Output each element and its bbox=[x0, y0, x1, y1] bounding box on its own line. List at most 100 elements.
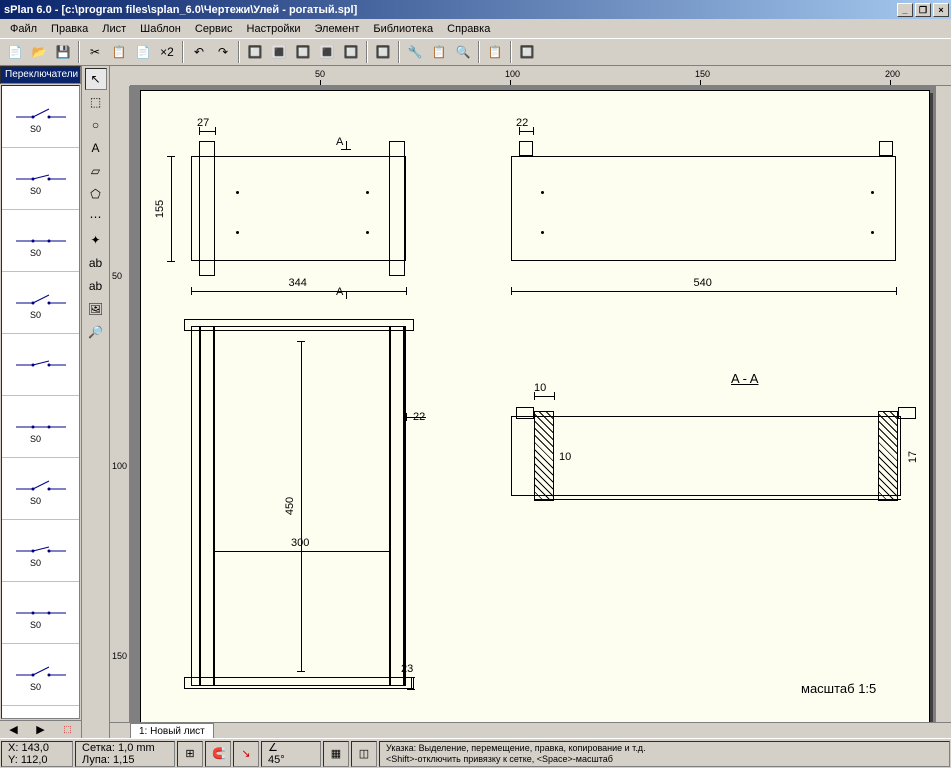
toolbar-btn-2[interactable]: 💾 bbox=[52, 41, 74, 63]
drawing-toolbox: ↖⬚○A▱⬠⋯✦abab🖼🔎 bbox=[82, 66, 110, 738]
toolbar-btn-0[interactable]: 📄 bbox=[4, 41, 26, 63]
menu-Сервис[interactable]: Сервис bbox=[189, 21, 239, 37]
horizontal-scrollbar[interactable] bbox=[214, 723, 951, 738]
toolbar-btn-5[interactable]: 📋 bbox=[108, 41, 130, 63]
tool-5[interactable]: ⬠ bbox=[85, 183, 107, 205]
tool-1[interactable]: ⬚ bbox=[85, 91, 107, 113]
symbol-5[interactable]: S0 bbox=[2, 396, 79, 458]
status-grid-zoom: Сетка: 1,0 mm Лупа: 1,15 bbox=[75, 741, 175, 767]
symbol-6[interactable]: S0 bbox=[2, 458, 79, 520]
menu-Справка[interactable]: Справка bbox=[441, 21, 496, 37]
toolbar-btn-15[interactable]: 🔳 bbox=[316, 41, 338, 63]
category-dropdown[interactable]: Переключатели bbox=[0, 66, 81, 84]
drawing-canvas[interactable]: 27344155AA225404502230023A - A101017масш… bbox=[130, 86, 935, 722]
main-toolbar: 📄📂💾✂📋📄×2↶↷🔲🔳🔲🔳🔲🔲🔧📋🔍📋🔲 bbox=[0, 38, 951, 66]
close-button[interactable]: × bbox=[933, 3, 949, 17]
dim-10b: 10 bbox=[559, 451, 571, 463]
symbol-7[interactable]: S0 bbox=[2, 520, 79, 582]
coord-x: X: 143,0 bbox=[8, 742, 66, 754]
rubber-icon[interactable]: ↘ bbox=[233, 741, 259, 767]
lib-next-icon[interactable]: ▶ bbox=[36, 723, 44, 736]
tool-4[interactable]: ▱ bbox=[85, 160, 107, 182]
misc-icon-2[interactable]: ◫ bbox=[351, 741, 377, 767]
toolbar-btn-4[interactable]: ✂ bbox=[84, 41, 106, 63]
menu-Лист[interactable]: Лист bbox=[96, 21, 132, 37]
horizontal-ruler: 50100150200 bbox=[130, 66, 951, 86]
lib-prev-icon[interactable]: ◀ bbox=[9, 723, 17, 736]
tool-0[interactable]: ↖ bbox=[85, 68, 107, 90]
dim-label: 540 bbox=[694, 277, 712, 289]
menu-Правка[interactable]: Правка bbox=[45, 21, 94, 37]
toolbar-btn-12[interactable]: 🔲 bbox=[244, 41, 266, 63]
tool-2[interactable]: ○ bbox=[85, 114, 107, 136]
tool-10[interactable]: 🖼 bbox=[85, 298, 107, 320]
window-title: sPlan 6.0 - [c:\program files\splan_6.0\… bbox=[2, 4, 895, 16]
minimize-button[interactable]: _ bbox=[897, 3, 913, 17]
dim-23: 23 bbox=[401, 663, 413, 675]
menu-Настройки[interactable]: Настройки bbox=[241, 21, 307, 37]
symbol-list[interactable]: S0S0S0S0S0S0S0S0S0 bbox=[1, 85, 80, 719]
symbol-2[interactable]: S0 bbox=[2, 210, 79, 272]
symbol-4[interactable] bbox=[2, 334, 79, 396]
tool-6[interactable]: ⋯ bbox=[85, 206, 107, 228]
dim-label: 22 bbox=[516, 117, 528, 129]
section-label: A - A bbox=[731, 371, 758, 386]
toolbar-btn-24[interactable]: 📋 bbox=[484, 41, 506, 63]
grid-toggle-icon[interactable]: ⊞ bbox=[177, 741, 203, 767]
status-bar: X: 143,0 Y: 112,0 Сетка: 1,0 mm Лупа: 1,… bbox=[0, 738, 951, 768]
zoom-value: Лупа: 1,15 bbox=[82, 754, 168, 766]
symbol-1[interactable]: S0 bbox=[2, 148, 79, 210]
toolbar-btn-22[interactable]: 🔍 bbox=[452, 41, 474, 63]
toolbar-btn-1[interactable]: 📂 bbox=[28, 41, 50, 63]
menu-Шаблон[interactable]: Шаблон bbox=[134, 21, 187, 37]
toolbar-btn-20[interactable]: 🔧 bbox=[404, 41, 426, 63]
toolbar-btn-14[interactable]: 🔲 bbox=[292, 41, 314, 63]
dim-label: 10 bbox=[534, 382, 546, 394]
grid-value: Сетка: 1,0 mm bbox=[82, 742, 168, 754]
symbol-0[interactable]: S0 bbox=[2, 86, 79, 148]
sheet-tab[interactable]: 1: Новый лист bbox=[130, 723, 214, 739]
dim-label: 155 bbox=[154, 199, 166, 217]
symbol-3[interactable]: S0 bbox=[2, 272, 79, 334]
library-panel: Переключатели S0S0S0S0S0S0S0S0S0 ◀ ▶ ⬚ bbox=[0, 66, 82, 738]
angle-cell[interactable]: ∠ 45° bbox=[261, 741, 321, 767]
menu-Файл[interactable]: Файл bbox=[4, 21, 43, 37]
toolbar-btn-16[interactable]: 🔲 bbox=[340, 41, 362, 63]
coord-y: Y: 112,0 bbox=[8, 754, 66, 766]
dim-label: 300 bbox=[291, 537, 309, 549]
tool-11[interactable]: 🔎 bbox=[85, 321, 107, 343]
toolbar-btn-21[interactable]: 📋 bbox=[428, 41, 450, 63]
lib-settings-icon[interactable]: ⬚ bbox=[63, 724, 72, 735]
scale-label: масштаб 1:5 bbox=[801, 681, 876, 696]
section-arrow-a1: A bbox=[336, 136, 343, 148]
snap-icon[interactable]: 🧲 bbox=[205, 741, 231, 767]
tool-9[interactable]: ab bbox=[85, 275, 107, 297]
tool-8[interactable]: ab bbox=[85, 252, 107, 274]
toolbar-btn-13[interactable]: 🔳 bbox=[268, 41, 290, 63]
restore-button[interactable]: ❐ bbox=[915, 3, 931, 17]
canvas-area: 50100150200 50100150 27344155AA225404502… bbox=[110, 66, 951, 738]
dim-label: 27 bbox=[197, 117, 209, 129]
menu-Библиотека[interactable]: Библиотека bbox=[367, 21, 439, 37]
menu-bar: ФайлПравкаЛистШаблонСервисНастройкиЭлеме… bbox=[0, 19, 951, 38]
vertical-scrollbar[interactable] bbox=[935, 86, 951, 722]
dim-label: 344 bbox=[289, 277, 307, 289]
tool-7[interactable]: ✦ bbox=[85, 229, 107, 251]
toolbar-btn-26[interactable]: 🔲 bbox=[516, 41, 538, 63]
symbol-9[interactable]: S0 bbox=[2, 644, 79, 706]
toolbar-btn-6[interactable]: 📄 bbox=[132, 41, 154, 63]
toolbar-btn-10[interactable]: ↷ bbox=[212, 41, 234, 63]
status-coords: X: 143,0 Y: 112,0 bbox=[1, 741, 73, 767]
toolbar-btn-7[interactable]: ×2 bbox=[156, 41, 178, 63]
symbol-8[interactable]: S0 bbox=[2, 582, 79, 644]
toolbar-btn-18[interactable]: 🔲 bbox=[372, 41, 394, 63]
vertical-ruler: 50100150 bbox=[110, 86, 130, 722]
toolbar-btn-9[interactable]: ↶ bbox=[188, 41, 210, 63]
tool-3[interactable]: A bbox=[85, 137, 107, 159]
misc-icon-1[interactable]: ▦ bbox=[323, 741, 349, 767]
title-bar: sPlan 6.0 - [c:\program files\splan_6.0\… bbox=[0, 0, 951, 19]
dim-17: 17 bbox=[907, 451, 919, 463]
section-arrow-a2: A bbox=[336, 286, 343, 298]
menu-Элемент[interactable]: Элемент bbox=[308, 21, 365, 37]
angle-value: 45° bbox=[268, 754, 314, 766]
